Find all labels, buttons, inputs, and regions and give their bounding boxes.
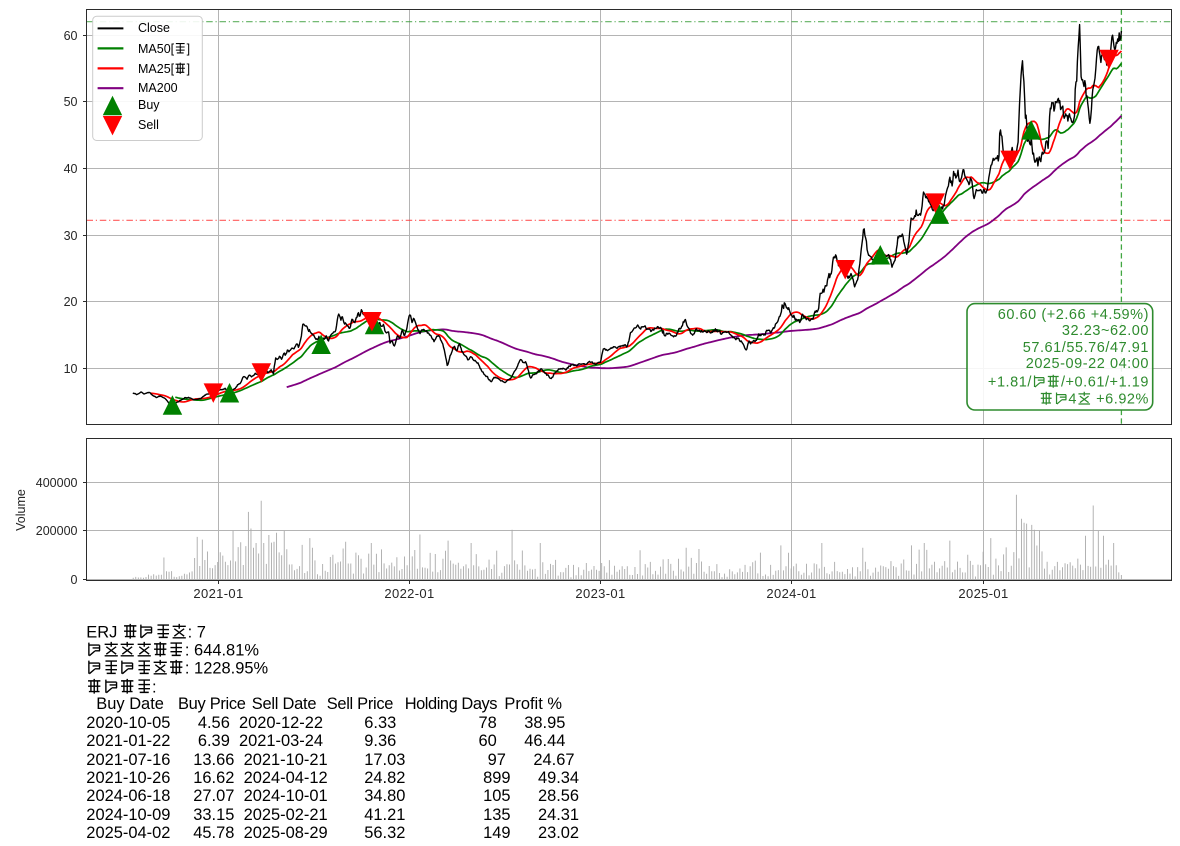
svg-text:2025-01: 2025-01 [958, 586, 1008, 601]
svg-text:0: 0 [71, 573, 78, 587]
svg-text:60: 60 [64, 29, 78, 43]
svg-text:20: 20 [64, 295, 78, 309]
svg-text:30: 30 [64, 229, 78, 243]
svg-text:200000: 200000 [36, 524, 78, 538]
svg-text:2023-01: 2023-01 [575, 586, 625, 601]
svg-text:2021-01: 2021-01 [193, 586, 243, 601]
svg-text:400000: 400000 [36, 476, 78, 490]
svg-text:40: 40 [64, 162, 78, 176]
svg-text:Volume: Volume [14, 489, 28, 531]
svg-text:2024-01: 2024-01 [766, 586, 816, 601]
svg-text:10: 10 [64, 362, 78, 376]
svg-text:2022-01: 2022-01 [384, 586, 434, 601]
svg-text:50: 50 [64, 95, 78, 109]
